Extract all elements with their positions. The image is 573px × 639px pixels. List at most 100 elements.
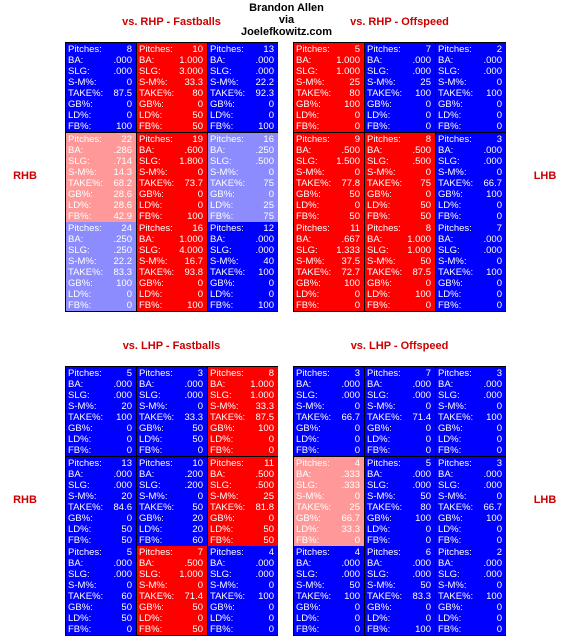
stat-row: Pitches: 9 bbox=[296, 134, 360, 145]
stat-value: 0 bbox=[197, 99, 203, 110]
stat-value: 6 bbox=[425, 547, 431, 559]
stat-label: Pitches: bbox=[139, 547, 173, 559]
stat-value: .000 bbox=[412, 66, 432, 77]
stat-row: LD%: 0 bbox=[438, 110, 502, 121]
stat-label: FB%: bbox=[367, 445, 391, 456]
zone-cell: Pitches: 7 BA: .000 SLG: .000 S-M%: 0 TAKE%: 71.4… bbox=[365, 367, 435, 456]
stat-value: 1.000 bbox=[336, 55, 360, 66]
stat-label: LD%: bbox=[296, 434, 320, 445]
stat-label: FB%: bbox=[68, 121, 92, 132]
stat-value: 3 bbox=[354, 368, 360, 379]
stat-row: FB%: 0 bbox=[438, 300, 502, 311]
stat-row: GB%: 50 bbox=[296, 189, 360, 200]
stat-value: .000 bbox=[412, 468, 432, 480]
stat-label: BA: bbox=[296, 234, 312, 246]
stat-label: GB%: bbox=[68, 278, 93, 290]
stat-label: Pitches: bbox=[68, 44, 102, 55]
stat-label: GB%: bbox=[68, 188, 93, 200]
stat-row: LD%: 0 bbox=[367, 613, 431, 624]
stat-label: FB%: bbox=[139, 624, 163, 636]
stat-value: .000 bbox=[184, 390, 204, 401]
stat-row: BA: .000 bbox=[438, 379, 502, 390]
stat-value: 60 bbox=[121, 591, 132, 603]
stat-value: 100 bbox=[344, 591, 360, 603]
stat-value: 100 bbox=[258, 591, 274, 603]
stat-label: S-M%: bbox=[68, 580, 97, 592]
zone-grid: Pitches: 3 BA: .000 SLG: .000 S-M%: 0 TAKE%: 66.7… bbox=[293, 366, 506, 636]
stat-value: 19 bbox=[192, 133, 203, 145]
zone-cell: Pitches: 13 BA: .000 SLG: .000 S-M%: 20 TAKE%: 84… bbox=[66, 456, 136, 546]
stat-row: FB%: 0 bbox=[68, 300, 132, 311]
stat-value: 8 bbox=[425, 133, 431, 145]
stat-value: 0 bbox=[268, 613, 274, 625]
stat-row: TAKE%: 80 bbox=[367, 502, 431, 513]
stat-row: LD%: 0 bbox=[438, 200, 502, 211]
stat-row: TAKE%: 87.5 bbox=[68, 88, 132, 99]
stat-value: 25 bbox=[263, 199, 274, 211]
stat-row: Pitches: 3 bbox=[139, 368, 203, 379]
zone-cell: Pitches: 5 BA: 1.000 SLG: 1.000 S-M%: 25 TAKE%: 8… bbox=[294, 43, 364, 132]
stat-value: .000 bbox=[255, 245, 275, 257]
stat-value: 0 bbox=[496, 423, 502, 434]
stat-value: .500 bbox=[255, 479, 275, 491]
stat-value: 3 bbox=[496, 368, 502, 379]
stat-label: GB%: bbox=[296, 423, 321, 434]
stat-label: TAKE%: bbox=[296, 177, 332, 189]
stat-label: GB%: bbox=[139, 512, 164, 524]
stat-row: SLG: .000 bbox=[438, 390, 502, 401]
zone-cell: Pitches: 8 BA: .500 SLG: .500 S-M%: 0 TAKE%: 75 GB… bbox=[365, 132, 435, 222]
stat-row: FB%: 42.9 bbox=[68, 211, 132, 222]
stat-value: 92.3 bbox=[255, 88, 275, 99]
zone-cell: Pitches: 2 BA: .000 SLG: .000 S-M%: 0 TAKE%: 100 G… bbox=[436, 546, 506, 636]
stat-label: FB%: bbox=[139, 300, 163, 312]
zone-cell: Pitches: 16 BA: 1.000 SLG: 4.000 S-M%: 16.7 TAKE… bbox=[137, 222, 207, 312]
stat-row: Pitches: 5 bbox=[68, 547, 132, 558]
stat-label: SLG: bbox=[68, 245, 90, 257]
stat-row: SLG: 1.000 bbox=[296, 66, 360, 77]
zone-cell: Pitches: 11 BA: .500 SLG: .500 S-M%: 25 TAKE%: 81… bbox=[208, 456, 278, 546]
stat-value: 0 bbox=[126, 99, 132, 110]
stat-value: 77.8 bbox=[341, 177, 361, 189]
stat-label: LD%: bbox=[68, 199, 92, 211]
stat-row: S-M%: 25 bbox=[367, 77, 431, 88]
stat-row: BA: .000 bbox=[438, 145, 502, 156]
stat-label: SLG: bbox=[367, 390, 389, 401]
stat-label: SLG: bbox=[210, 245, 232, 257]
stat-label: Pitches: bbox=[210, 547, 244, 559]
stat-row: LD%: 0 bbox=[210, 434, 274, 445]
stat-label: Pitches: bbox=[438, 133, 472, 145]
stat-row: TAKE%: 100 bbox=[438, 267, 502, 278]
stat-label: S-M%: bbox=[296, 401, 325, 412]
panel-title: vs. LHP - Offspeed bbox=[350, 340, 449, 352]
stat-row: Pitches: 3 bbox=[438, 134, 502, 145]
stat-row: TAKE%: 72.7 bbox=[296, 267, 360, 278]
stat-row: BA: .000 bbox=[210, 558, 274, 569]
stat-label: Pitches: bbox=[367, 368, 401, 379]
stat-value: 0 bbox=[425, 434, 431, 445]
stat-label: FB%: bbox=[296, 300, 320, 312]
stat-row: LD%: 0 bbox=[139, 289, 203, 300]
stat-row: GB%: 100 bbox=[296, 278, 360, 289]
stat-value: 1.000 bbox=[179, 234, 203, 246]
stat-row: TAKE%: 80 bbox=[296, 88, 360, 99]
stat-value: 50 bbox=[192, 121, 203, 132]
stat-value: 24 bbox=[121, 223, 132, 235]
stat-row: TAKE%: 60 bbox=[68, 591, 132, 602]
stat-value: .250 bbox=[255, 144, 275, 156]
stat-value: 0 bbox=[425, 278, 431, 290]
stat-value: 50 bbox=[420, 580, 431, 592]
zone-cell: Pitches: 3 BA: .000 SLG: .000 S-M%: 0 TAKE%: 66.7… bbox=[294, 367, 364, 456]
stat-value: 50 bbox=[263, 523, 274, 535]
stat-row: BA: 1.000 bbox=[296, 55, 360, 66]
stat-row: GB%: 20 bbox=[139, 513, 203, 524]
stat-label: SLG: bbox=[296, 390, 318, 401]
stat-label: S-M%: bbox=[210, 401, 239, 412]
stat-row: LD%: 0 bbox=[438, 613, 502, 624]
stat-label: FB%: bbox=[438, 210, 462, 222]
zone-cell: Pitches: 7 BA: .000 SLG: .000 S-M%: 0 TAKE%: 100 G… bbox=[436, 222, 506, 312]
stat-value: 0 bbox=[268, 445, 274, 456]
stat-value: 0 bbox=[425, 423, 431, 434]
stat-label: GB%: bbox=[68, 99, 93, 110]
stat-label: Pitches: bbox=[438, 44, 472, 55]
stat-row: SLG: .000 bbox=[438, 156, 502, 167]
